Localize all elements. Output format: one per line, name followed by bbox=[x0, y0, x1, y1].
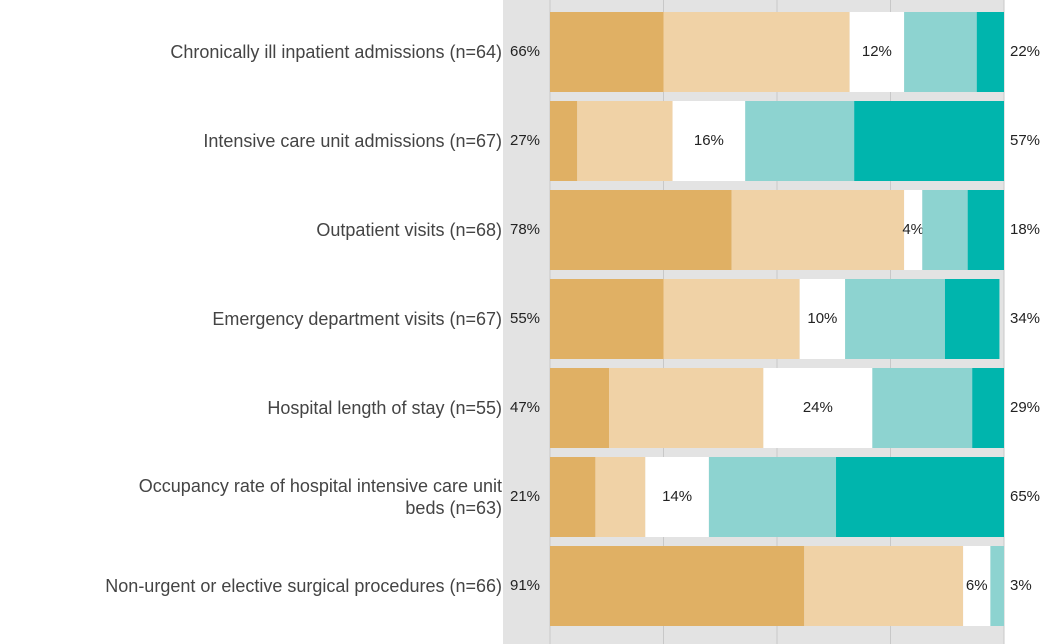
right-total-label: 3% bbox=[1010, 577, 1032, 594]
bar-segment bbox=[799, 279, 846, 359]
bar-segment bbox=[804, 546, 964, 626]
neutral-label: 16% bbox=[694, 132, 724, 149]
right-total-label: 29% bbox=[1010, 399, 1040, 416]
bar-segment bbox=[990, 546, 1004, 626]
left-total-label: 55% bbox=[510, 310, 540, 327]
category-label: Hospital length of stay (n=55) bbox=[267, 398, 502, 418]
neutral-label: 4% bbox=[902, 221, 924, 238]
right-total-label: 22% bbox=[1010, 43, 1040, 60]
neutral-label: 6% bbox=[966, 577, 988, 594]
bar-segment bbox=[663, 12, 850, 92]
bar-segment bbox=[708, 457, 837, 537]
bar-segment bbox=[550, 457, 596, 537]
right-total-label: 57% bbox=[1010, 132, 1040, 149]
bar-segment bbox=[972, 368, 1004, 448]
category-label: Outpatient visits (n=68) bbox=[316, 220, 502, 240]
bar-segment bbox=[550, 101, 578, 181]
bar-segment bbox=[577, 101, 673, 181]
bar-segment bbox=[845, 279, 945, 359]
bar-segment bbox=[967, 190, 1004, 270]
bar-segment bbox=[904, 190, 923, 270]
category-label: Emergency department visits (n=67) bbox=[212, 309, 502, 329]
right-total-label: 18% bbox=[1010, 221, 1040, 238]
bar-segment bbox=[550, 12, 664, 92]
left-total-label: 21% bbox=[510, 488, 540, 505]
left-total-label: 47% bbox=[510, 399, 540, 416]
right-total-label: 65% bbox=[1010, 488, 1040, 505]
bar-segment bbox=[872, 368, 973, 448]
bar-segment bbox=[922, 190, 968, 270]
bar-segment bbox=[645, 457, 709, 537]
bar-segment bbox=[672, 101, 746, 181]
bar-segment bbox=[904, 12, 977, 92]
bar-segment bbox=[763, 368, 873, 448]
left-total-label: 27% bbox=[510, 132, 540, 149]
category-label: Intensive care unit admissions (n=67) bbox=[203, 131, 502, 151]
bar-segment bbox=[854, 101, 1004, 181]
bar-segment bbox=[976, 12, 1004, 92]
bar-segment bbox=[609, 368, 764, 448]
bar-segment bbox=[836, 457, 1004, 537]
category-label: Non-urgent or elective surgical procedur… bbox=[105, 576, 502, 596]
category-label: Chronically ill inpatient admissions (n=… bbox=[170, 42, 502, 62]
right-total-label: 34% bbox=[1010, 310, 1040, 327]
bar-segment bbox=[731, 190, 905, 270]
neutral-label: 14% bbox=[662, 488, 692, 505]
category-label: Occupancy rate of hospital intensive car… bbox=[138, 476, 502, 518]
neutral-label: 12% bbox=[862, 43, 892, 60]
bar-segment bbox=[745, 101, 855, 181]
bar-segment bbox=[663, 279, 800, 359]
bar-segment bbox=[550, 279, 664, 359]
bar-segment bbox=[550, 190, 732, 270]
left-total-label: 91% bbox=[510, 577, 540, 594]
bar-segment bbox=[849, 12, 905, 92]
neutral-label: 24% bbox=[803, 399, 833, 416]
bar-segment bbox=[550, 368, 610, 448]
bar-segment bbox=[963, 546, 991, 626]
neutral-label: 10% bbox=[807, 310, 837, 327]
left-total-label: 78% bbox=[510, 221, 540, 238]
bar-segment bbox=[550, 546, 805, 626]
left-total-label: 66% bbox=[510, 43, 540, 60]
bar-segment bbox=[944, 279, 1000, 359]
bar-segment bbox=[595, 457, 646, 537]
